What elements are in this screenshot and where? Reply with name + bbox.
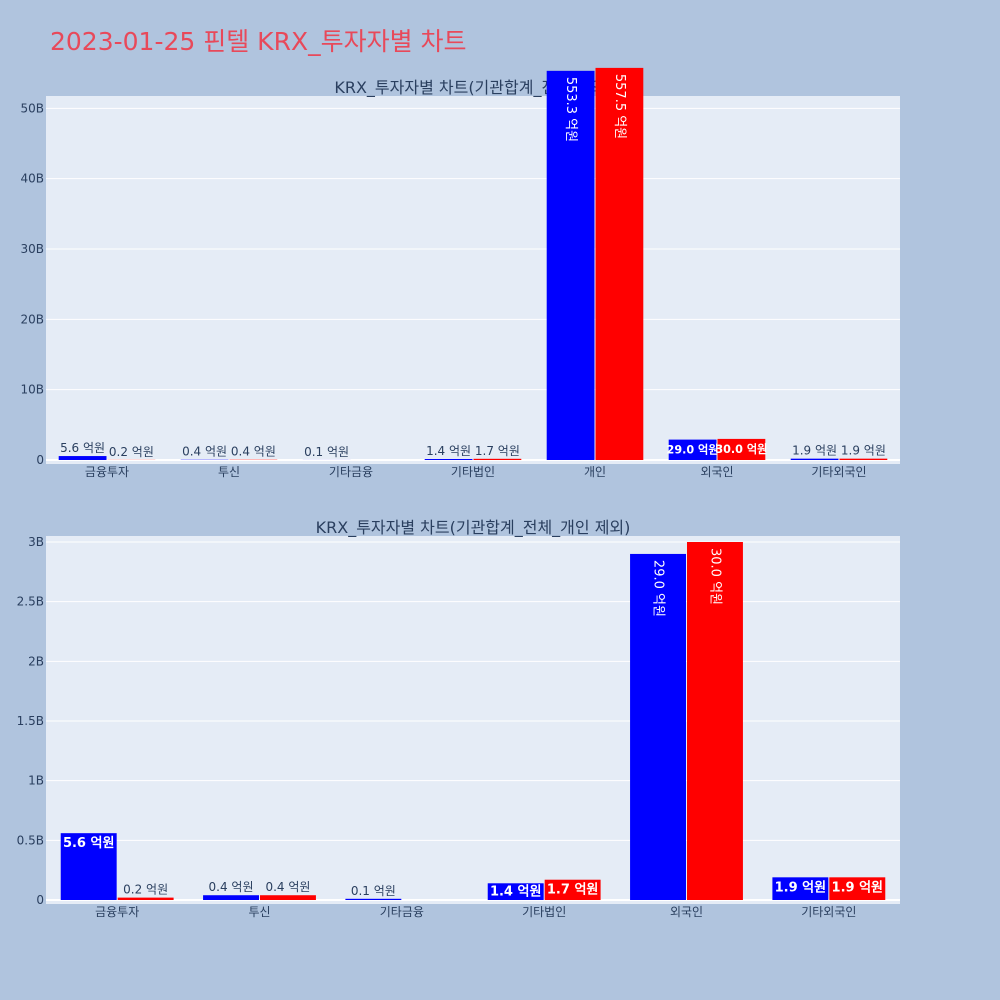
- bar: [790, 458, 839, 460]
- bar: [203, 895, 259, 900]
- y-tick-label: 0: [36, 893, 44, 907]
- data-label: 1.4 억원: [426, 444, 471, 458]
- y-tick-label: 10B: [20, 383, 44, 397]
- x-tick-label: 외국인: [700, 465, 733, 479]
- data-label: 1.7 억원: [475, 444, 520, 458]
- plot-area: [46, 536, 900, 904]
- data-label: 1.9 억원: [832, 880, 883, 895]
- data-label: 553.3 억원: [563, 77, 578, 142]
- y-tick-label: 20B: [20, 312, 44, 326]
- data-label: 0.4 억원: [265, 880, 310, 894]
- x-tick-label: 투신: [218, 465, 240, 479]
- data-label: 0.2 억원: [123, 883, 168, 897]
- bar: [772, 877, 829, 900]
- x-tick-label: 투신: [248, 905, 270, 919]
- bar: [473, 458, 522, 460]
- data-label: 1.9 억원: [792, 444, 837, 458]
- plot-area: [46, 96, 900, 464]
- bar: [546, 70, 595, 460]
- x-tick-label: 기타외국인: [811, 465, 866, 479]
- data-label: 0.4 억원: [231, 445, 276, 459]
- data-label: 29.0 억원: [667, 443, 719, 457]
- x-tick-label: 금융투자: [85, 465, 129, 479]
- y-tick-label: 50B: [20, 101, 44, 115]
- y-tick-label: 3B: [28, 535, 44, 549]
- bar: [345, 898, 402, 900]
- bar: [630, 553, 686, 900]
- y-tick-label: 30B: [20, 242, 44, 256]
- y-tick-label: 2B: [28, 654, 44, 668]
- x-tick-label: 기타금융: [329, 465, 373, 479]
- x-tick-label: 금융투자: [95, 905, 139, 919]
- bar: [117, 897, 174, 900]
- y-tick-label: 1.5B: [17, 714, 44, 728]
- bar: [58, 456, 107, 460]
- bar: [839, 458, 888, 460]
- data-label: 29.0 억원: [651, 560, 666, 617]
- data-label: 0.1 억원: [351, 884, 396, 898]
- data-label: 30.0 억원: [715, 442, 767, 456]
- bar: [544, 879, 601, 900]
- bar: [595, 67, 644, 461]
- x-tick-label: 기타법인: [451, 465, 495, 479]
- data-label: 0.4 억원: [209, 880, 254, 894]
- chart-title: KRX_투자자별 차트(기관합계_전체_개인 제외): [316, 518, 631, 538]
- x-tick-label: 기타외국인: [801, 905, 856, 919]
- bar: [60, 833, 117, 900]
- x-tick-label: 기타법인: [522, 905, 566, 919]
- y-tick-label: 2.5B: [17, 595, 44, 609]
- y-tick-label: 0: [36, 453, 44, 467]
- bar: [260, 895, 316, 900]
- chart-title: KRX_투자자별 차트(기관합계_전체 제외): [334, 78, 611, 98]
- data-label: 1.7 억원: [547, 883, 598, 898]
- data-label: 1.9 억원: [775, 880, 826, 895]
- bar: [717, 438, 766, 460]
- bar: [424, 459, 473, 460]
- data-label: 0.1 억원: [304, 445, 349, 459]
- bar: [687, 542, 743, 900]
- bar: [487, 883, 544, 900]
- page-title: 2023-01-25 핀텔 KRX_투자자별 차트: [50, 27, 467, 56]
- data-label: 0.2 억원: [109, 445, 154, 459]
- data-label: 5.6 억원: [63, 836, 114, 851]
- bar: [829, 877, 886, 900]
- data-label: 557.5 억원: [612, 74, 627, 139]
- x-tick-label: 외국인: [670, 905, 703, 919]
- x-tick-label: 기타금융: [380, 905, 424, 919]
- data-label: 5.6 억원: [60, 441, 105, 455]
- data-label: 0.4 억원: [182, 445, 227, 459]
- chart-1: 0 10B 20B 30B 40B 50B KRX_투자자별 차트(기관합계_전체 제외) 금…: [20, 67, 900, 479]
- y-tick-label: 0.5B: [17, 833, 44, 847]
- y-tick-label: 1B: [28, 774, 44, 788]
- chart-2: 0 0.5B 1B 1.5B 2B 2.5B 3B KRX_투자자별 차트(기관합계_전체_개…: [17, 518, 900, 919]
- data-label: 1.9 억원: [841, 444, 886, 458]
- x-tick-label: 개인: [584, 465, 606, 479]
- data-label: 1.4 억원: [490, 885, 541, 900]
- bar: [668, 439, 717, 460]
- data-label: 30.0 억원: [707, 548, 722, 605]
- y-tick-label: 40B: [20, 172, 44, 186]
